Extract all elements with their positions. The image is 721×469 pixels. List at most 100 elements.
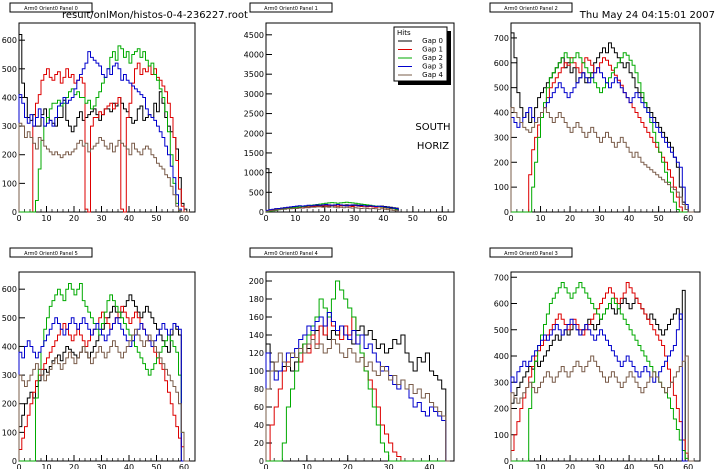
chart-panel-1: Arm0 Orient0 Panel 1 0 10 20 30 40 50 60 0 500 100…	[244, 2, 455, 223]
y-tick-label: 300	[2, 122, 17, 131]
legend-entry: Gap 2	[422, 54, 443, 62]
y-tick-label: 100	[494, 183, 509, 192]
x-tick-label: 40	[624, 463, 634, 469]
y-tick-label: 120	[249, 349, 264, 358]
x-tick-label: 10	[290, 214, 300, 223]
y-tick-label: 100	[249, 367, 264, 376]
y-tick-label: 180	[249, 295, 264, 304]
annotation-label: SOUTH	[415, 122, 450, 133]
y-tick-label: 80	[254, 385, 264, 394]
series-line-2	[19, 45, 190, 213]
legend-entry: Gap 1	[422, 46, 443, 54]
y-tick-label: 60	[254, 403, 264, 412]
chart-panel-3: Arm0 Orient0 Panel 50 10 20 30 40 50 600100200…	[2, 247, 196, 469]
y-tick-label: 0	[259, 457, 264, 466]
panel-title-box	[489, 2, 573, 13]
y-tick-label: 200	[2, 151, 17, 160]
y-tick-label: 2500	[244, 110, 264, 119]
chart-panel-0: Arm0 Orient0 Panel 00 10 20 30 40 50 600100200…	[2, 2, 196, 223]
y-tick-label: 4500	[244, 31, 264, 40]
y-tick-label: 160	[249, 313, 264, 322]
y-tick-label: 1000	[244, 169, 264, 178]
chart-panel-2: Arm0 Orient0 Panel 20 10 20 30 40 50 600100200…	[489, 2, 701, 223]
y-tick-label: 500	[2, 314, 17, 323]
x-tick-label: 50	[654, 463, 664, 469]
y-tick-label: 0	[504, 457, 509, 466]
panel-title: Arm0 Orient0 Panel 5	[24, 251, 78, 257]
x-tick-label: 60	[683, 463, 693, 469]
y-tick-label: 500	[2, 65, 17, 74]
series-line-4	[265, 206, 399, 212]
y-tick-label: 0	[12, 208, 17, 217]
y-tick-label: 200	[494, 158, 509, 167]
x-tick-label: 20	[320, 214, 330, 223]
x-tick-label: 30	[384, 463, 394, 469]
y-tick-label: 1500	[244, 149, 264, 158]
x-tick-label: 30	[96, 463, 106, 469]
y-tick-label: 0	[259, 208, 264, 217]
x-tick-label: 60	[683, 214, 693, 223]
x-tick-label: 50	[151, 463, 161, 469]
y-tick-label: 0	[504, 208, 509, 217]
x-tick-label: 20	[565, 214, 575, 223]
y-tick-label: 400	[2, 93, 17, 102]
x-tick-label: 50	[151, 214, 161, 223]
series-line-1	[19, 62, 190, 213]
y-tick-label: 400	[494, 109, 509, 118]
x-tick-label: 60	[179, 214, 189, 223]
series-line-3	[18, 317, 190, 462]
series-line-1	[18, 305, 190, 462]
timestamp: Thu May 24 04:15:01 2007	[579, 10, 715, 21]
series-line-1	[510, 282, 695, 462]
y-tick-label: 300	[494, 378, 509, 387]
y-tick-label: 600	[494, 59, 509, 68]
x-tick-label: 20	[565, 463, 575, 469]
legend-box	[393, 26, 448, 82]
x-tick-label: 40	[124, 214, 134, 223]
y-tick-label: 500	[494, 326, 509, 335]
x-tick-label: 50	[408, 214, 418, 223]
y-tick-label: 20	[254, 439, 264, 448]
x-tick-label: 40	[124, 463, 134, 469]
y-tick-label: 500	[249, 188, 264, 197]
x-tick-label: 40	[624, 214, 634, 223]
series-line-3	[265, 312, 450, 462]
series-line-3	[18, 51, 190, 213]
legend-entry: Gap 3	[422, 63, 443, 71]
x-tick-label: 20	[69, 214, 79, 223]
y-tick-label: 600	[494, 300, 509, 309]
y-tick-label: 200	[2, 400, 17, 409]
legend-entry: Gap 0	[422, 37, 443, 45]
series-line-4	[510, 355, 695, 462]
series-line-2	[511, 52, 695, 213]
legend-entry: Gap 4	[422, 71, 443, 79]
legend-title: Hits	[397, 29, 411, 37]
y-tick-label: 300	[2, 371, 17, 380]
series-line-4	[510, 107, 695, 213]
series-line-0	[18, 34, 190, 213]
y-tick-label: 200	[494, 405, 509, 414]
x-tick-label: 10	[41, 214, 51, 223]
panel-title: Arm0 Orient0 Panel 2	[504, 6, 558, 12]
series-line-4	[18, 328, 190, 462]
panel-title-box	[249, 247, 333, 258]
y-tick-label: 2000	[244, 129, 264, 138]
x-tick-label: 20	[343, 463, 353, 469]
y-tick-label: 500	[494, 84, 509, 93]
y-tick-label: 100	[2, 179, 17, 188]
x-tick-label: 0	[263, 463, 268, 469]
x-tick-label: 10	[41, 463, 51, 469]
series-line-3	[265, 204, 399, 212]
x-tick-label: 20	[69, 463, 79, 469]
panel-title: Arm0 Orient0 Panel 1	[264, 6, 318, 12]
panel-title-box	[9, 247, 93, 258]
y-tick-label: 600	[2, 285, 17, 294]
y-tick-label: 100	[2, 428, 17, 437]
x-tick-label: 0	[508, 463, 513, 469]
panel-title: Arm0 Orient0 Panel 0	[24, 6, 78, 12]
y-tick-label: 100	[494, 431, 509, 440]
x-tick-label: 10	[535, 214, 545, 223]
panel-title: Arm0 Orient0 Panel 4	[264, 251, 318, 257]
x-tick-label: 10	[302, 463, 312, 469]
